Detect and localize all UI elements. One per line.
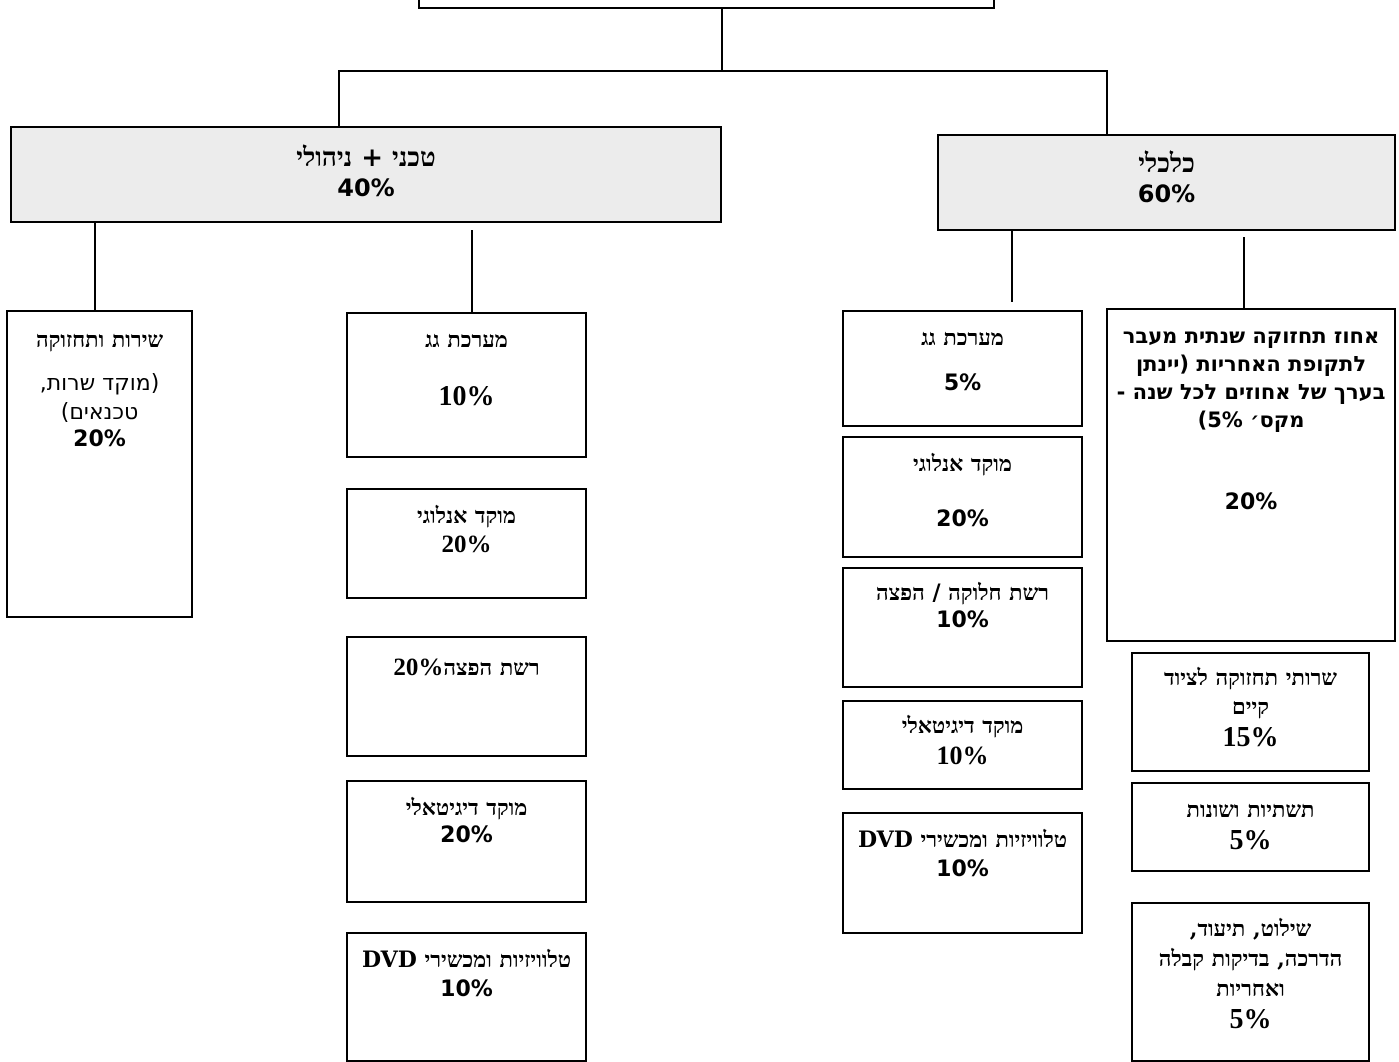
tech-service-note: (מוקד שרות, טכנאים): [39, 371, 160, 425]
tech-roof-pct: 10%: [438, 381, 495, 412]
econ-network-pct: 10%: [936, 608, 989, 633]
tech-tv-box: טלוויזיות ומכשירי DVD 10%: [346, 932, 587, 1062]
category-technical-title: טכני + ניהולי: [296, 143, 436, 173]
econ-annual-pct: 20%: [1224, 490, 1278, 515]
econ-roof-box: מערכת גג 5%: [842, 310, 1083, 427]
root-box: [418, 0, 995, 9]
category-economic-title: כלכלי: [1138, 149, 1195, 179]
connector: [94, 222, 96, 312]
tech-tv-title: טלוויזיות ומכשירי DVD: [361, 947, 572, 973]
econ-tv-title: טלוויזיות ומכשירי DVD: [857, 827, 1068, 853]
econ-signage-title: שילוט, תיעוד, הדרכה, בדיקות קבלה ואחריות: [1158, 916, 1343, 1002]
econ-maintenance-pct: 15%: [1222, 722, 1279, 753]
connector: [471, 230, 473, 312]
tech-service-box: שירות ותחזוקה (מוקד שרות, טכנאים) 20%: [6, 310, 193, 618]
econ-digital-box: מוקד דיגיטאלי 10%: [842, 700, 1083, 790]
tech-service-title: שירות ותחזוקה: [35, 327, 164, 353]
category-technical-pct: 40%: [337, 174, 395, 202]
econ-tv-box: טלוויזיות ומכשירי DVD 10%: [842, 812, 1083, 934]
econ-maintenance-title: שרותי תחזוקה לציוד קיים: [1164, 665, 1337, 720]
tech-digital-title: מוקד דיגיטאלי: [405, 795, 528, 821]
connector: [721, 8, 723, 71]
tech-analog-pct: 20%: [441, 531, 492, 558]
connector: [338, 70, 340, 128]
econ-infra-pct: 5%: [1229, 825, 1272, 856]
tech-analog-box: מוקד אנלוגי 20%: [346, 488, 587, 599]
connector: [1106, 70, 1108, 136]
econ-signage-box: שילוט, תיעוד, הדרכה, בדיקות קבלה ואחריות…: [1131, 902, 1370, 1062]
econ-digital-pct: 10%: [936, 741, 989, 770]
econ-infra-title: תשתיות ושונות: [1186, 797, 1315, 823]
tech-roof-box: מערכת גג 10%: [346, 312, 587, 458]
tech-tv-pct: 10%: [440, 977, 493, 1002]
connector: [1243, 237, 1245, 308]
econ-tv-pct: 10%: [936, 857, 989, 882]
tech-analog-title: מוקד אנלוגי: [417, 503, 516, 529]
econ-annual-box: אחוז תחזוקה שנתית מעבר לתקופת האחריות (י…: [1106, 308, 1396, 642]
econ-roof-title: מערכת גג: [921, 325, 1004, 351]
tech-roof-title: מערכת גג: [425, 327, 508, 353]
category-economic-pct: 60%: [1137, 180, 1196, 208]
tech-network-title: רשת הפצה: [443, 655, 540, 681]
econ-roof-pct: 5%: [943, 371, 982, 396]
category-economic: כלכלי 60%: [937, 134, 1396, 231]
econ-annual-title: אחוז תחזוקה שנתית מעבר לתקופת האחריות (י…: [1116, 324, 1386, 432]
tech-digital-box: מוקד דיגיטאלי 20%: [346, 780, 587, 903]
econ-analog-title: מוקד אנלוגי: [913, 451, 1012, 477]
connector: [338, 70, 1108, 72]
tech-network-box: רשת הפצה20%: [346, 636, 587, 757]
tech-digital-pct: 20%: [440, 823, 493, 848]
econ-digital-title: מוקד דיגיטאלי: [901, 713, 1024, 739]
econ-analog-box: מוקד אנלוגי 20%: [842, 436, 1083, 558]
econ-network-title: רשת חלוקה / הפצה: [876, 580, 1049, 606]
econ-analog-pct: 20%: [936, 507, 989, 532]
econ-maintenance-box: שרותי תחזוקה לציוד קיים 15%: [1131, 652, 1370, 772]
category-technical: טכני + ניהולי 40%: [10, 126, 722, 223]
econ-signage-pct: 5%: [1229, 1004, 1272, 1035]
econ-infra-box: תשתיות ושונות 5%: [1131, 782, 1370, 872]
tech-service-pct: 20%: [73, 427, 126, 452]
connector: [1011, 229, 1013, 302]
tech-network-pct: 20%: [393, 654, 444, 681]
econ-network-box: רשת חלוקה / הפצה 10%: [842, 567, 1083, 688]
